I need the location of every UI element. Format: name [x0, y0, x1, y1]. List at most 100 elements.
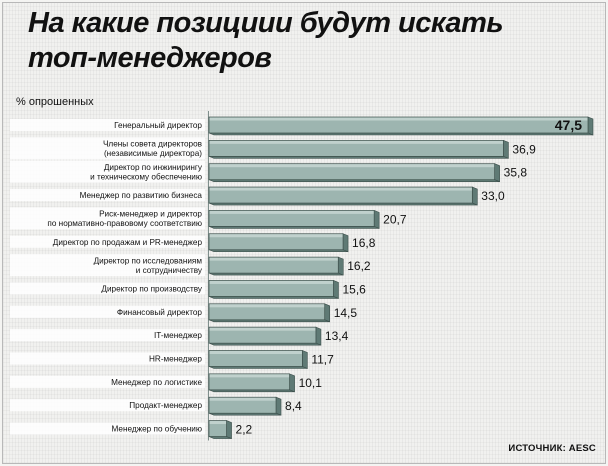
category-label-line: Генеральный директор — [114, 121, 202, 130]
category-label-box — [10, 422, 205, 435]
value-label: 8,4 — [285, 399, 302, 413]
bar-highlight — [209, 164, 495, 168]
bar-highlight — [209, 187, 472, 191]
bar-highlight — [209, 397, 276, 401]
bar-side — [587, 116, 594, 136]
chart-title-line-1: На какие позициии будут искать — [28, 7, 504, 39]
bar-highlight — [209, 140, 503, 144]
bar-side — [472, 186, 478, 206]
category-label-box — [10, 375, 205, 388]
category-label-line: Риск-менеджер и директор — [99, 210, 202, 219]
category-label: Финансовый директор — [117, 308, 203, 317]
bar-highlight — [209, 374, 290, 378]
category-label-line: Директор по продажам и PR-менеджер — [53, 238, 203, 247]
bar-group: 47,5 Генеральный директор — [10, 116, 594, 136]
value-label: 35,8 — [504, 166, 528, 180]
value-label: 10,1 — [299, 376, 323, 390]
category-label: Менеджер по развитию бизнеса — [80, 191, 203, 200]
category-label-box — [10, 352, 205, 365]
bar-side — [275, 396, 282, 416]
category-label: Директор по исследованиям и сотрудничеств… — [94, 256, 203, 274]
category-label: Директор по производству — [101, 284, 202, 293]
value-label: 47,5 — [555, 117, 582, 133]
category-label: Директор по инжинирингу и техническому об… — [90, 163, 203, 181]
bar-highlight — [209, 210, 374, 214]
bar-side — [503, 139, 509, 159]
bar-side — [342, 233, 349, 253]
category-label-line: Менеджер по обучению — [112, 425, 202, 434]
category-label-box — [10, 282, 205, 295]
bar-side — [226, 420, 232, 439]
category-label: Продакт-менеджер — [129, 401, 202, 410]
bar — [208, 280, 334, 297]
bar — [208, 396, 277, 414]
category-label-line: (независимые директора) — [104, 149, 202, 158]
bar-side — [337, 256, 344, 276]
value-label: 14,5 — [334, 306, 358, 320]
bar-group: 33,0 Менеджер по развитию бизнеса — [10, 186, 505, 206]
bar-highlight — [209, 351, 302, 354]
category-label: Менеджер по логистике — [111, 378, 202, 387]
category-label-line: HR-менеджер — [149, 355, 202, 364]
category-label-box — [10, 235, 205, 248]
bar-group: 36,9 Члены совета директоров (независимые … — [10, 137, 536, 160]
value-label: 20,7 — [383, 212, 407, 226]
bar-group: 35,8 Директор по инжинирингу и техническом… — [10, 160, 528, 183]
bar-side — [289, 373, 295, 393]
bar-group: 15,6 Директор по производству — [10, 280, 366, 299]
bar — [208, 256, 339, 274]
bar — [208, 186, 473, 204]
category-label-line: IT-менеджер — [154, 331, 202, 340]
category-label-box — [10, 160, 205, 183]
bar — [208, 233, 344, 251]
bar — [208, 163, 495, 181]
category-label-line: и сотрудничеству — [136, 266, 203, 275]
category-label-box — [10, 189, 205, 202]
unit-label: % опрошенных — [16, 96, 94, 108]
bar-group: 11,7 HR-менеджер — [10, 350, 334, 369]
category-label: Директор по продажам и PR-менеджер — [53, 238, 203, 247]
bar-group: 16,2 Директор по исследованиям и сотруднич… — [10, 254, 371, 277]
category-label-line: Менеджер по логистике — [111, 378, 202, 387]
value-label: 16,8 — [352, 236, 376, 250]
category-label: Члены совета директоров (независимые дире… — [103, 140, 202, 158]
bar-group: 14,5 Финансовый директор — [10, 303, 358, 323]
category-label-line: Директор по производству — [101, 284, 202, 293]
bar — [208, 326, 317, 344]
value-label: 2,2 — [236, 423, 253, 437]
category-label-box — [10, 137, 205, 160]
bar-side — [333, 280, 339, 299]
bar-highlight — [209, 421, 227, 425]
bar-highlight — [209, 257, 338, 261]
category-label-line: по нормативно-правовому соответствию — [47, 219, 202, 228]
bar — [208, 373, 290, 391]
value-label: 13,4 — [325, 329, 349, 343]
category-label-line: Продакт-менеджер — [129, 401, 202, 410]
category-label-box — [10, 207, 205, 230]
bar-group: 20,7 Риск-менеджер и директор по нормативн… — [10, 207, 407, 230]
bar-group: 13,4 IT-менеджер — [10, 326, 349, 346]
bar-side — [315, 326, 322, 346]
value-label: 11,7 — [311, 353, 334, 367]
category-label-box — [10, 305, 205, 318]
category-label-box — [10, 399, 205, 412]
category-label-line: Директор по инжинирингу — [104, 163, 203, 172]
bar — [208, 350, 303, 367]
value-label: 33,0 — [481, 189, 505, 203]
bar — [208, 303, 326, 321]
category-label-line: и техническому обеспечению — [90, 172, 202, 181]
bar-group: 16,8 Директор по продажам и PR-менеджер — [10, 233, 376, 253]
category-label-line: Директор по исследованиям — [94, 256, 203, 265]
bar — [208, 116, 589, 134]
value-label: 16,2 — [347, 259, 371, 273]
category-label: HR-менеджер — [149, 355, 202, 364]
chart-title-line-2: топ-менеджеров — [28, 42, 272, 74]
bar-side — [302, 350, 308, 369]
bar-group: 10,1 Менеджер по логистике — [10, 373, 323, 393]
bar — [208, 420, 227, 437]
bar-group: 8,4 Продакт-менеджер — [10, 396, 302, 416]
category-label-box — [10, 329, 205, 342]
category-label: IT-менеджер — [154, 331, 202, 340]
bar — [208, 210, 375, 227]
